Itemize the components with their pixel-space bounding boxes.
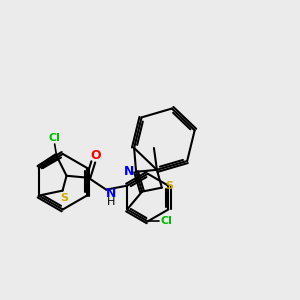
Text: Cl: Cl <box>49 133 61 143</box>
Text: O: O <box>90 149 101 162</box>
Text: S: S <box>165 181 173 191</box>
Text: H: H <box>107 196 115 206</box>
Text: Cl: Cl <box>161 216 172 226</box>
Text: N: N <box>106 187 116 200</box>
Text: S: S <box>61 193 68 202</box>
Text: N: N <box>124 165 134 178</box>
